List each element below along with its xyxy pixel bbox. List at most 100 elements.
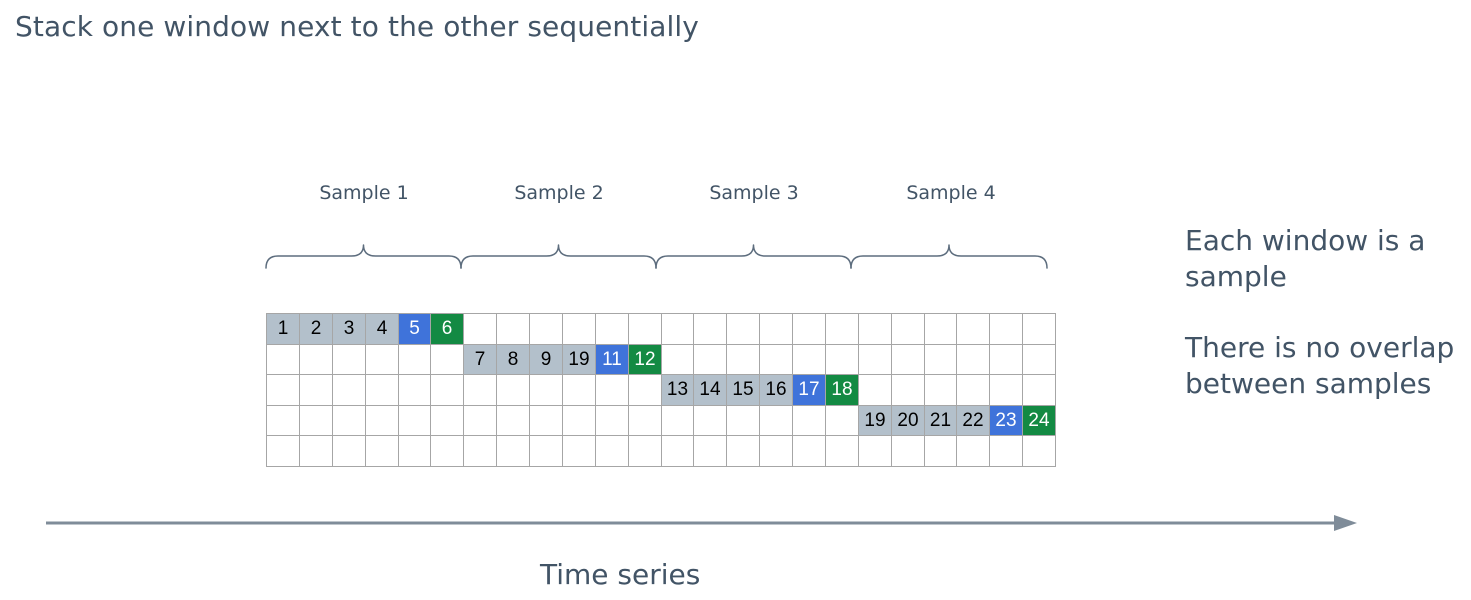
window-cell-target: 6 bbox=[430, 313, 464, 345]
empty-grid-cell bbox=[628, 405, 662, 436]
sample-label-4: Sample 4 bbox=[906, 182, 996, 204]
empty-grid-cell bbox=[661, 435, 694, 467]
empty-grid-cell bbox=[792, 435, 826, 467]
sample-brace-3 bbox=[655, 244, 852, 269]
window-cell-input: 22 bbox=[956, 405, 990, 436]
empty-grid-cell bbox=[825, 435, 859, 467]
window-cell-input: 3 bbox=[332, 313, 366, 345]
empty-grid-cell bbox=[891, 374, 925, 406]
empty-grid-cell bbox=[365, 344, 399, 375]
window-cell-input: 20 bbox=[891, 405, 925, 436]
empty-grid-cell bbox=[858, 313, 892, 345]
window-cell-input: 4 bbox=[365, 313, 399, 345]
empty-grid-cell bbox=[891, 313, 925, 345]
empty-grid-cell bbox=[956, 374, 990, 406]
empty-grid-cell bbox=[529, 435, 563, 467]
empty-grid-cell bbox=[430, 374, 464, 406]
time-series-label: Time series bbox=[540, 558, 701, 591]
empty-grid-cell bbox=[825, 313, 859, 345]
sample-label-2: Sample 2 bbox=[514, 182, 604, 204]
window-cell-input: 8 bbox=[496, 344, 530, 375]
empty-grid-cell bbox=[661, 405, 694, 436]
empty-grid-cell bbox=[956, 313, 990, 345]
empty-grid-cell bbox=[595, 405, 629, 436]
note-no-overlap: There is no overlap between samples bbox=[1185, 331, 1455, 400]
empty-grid-cell bbox=[266, 435, 300, 467]
window-cell-pred: 17 bbox=[792, 374, 826, 406]
empty-grid-cell bbox=[562, 405, 596, 436]
empty-grid-cell bbox=[595, 313, 629, 345]
empty-grid-cell bbox=[1022, 374, 1056, 406]
empty-grid-cell bbox=[858, 344, 892, 375]
empty-grid-cell bbox=[299, 405, 333, 436]
empty-grid-cell bbox=[726, 435, 760, 467]
empty-grid-cell bbox=[562, 435, 596, 467]
window-cell-input: 1 bbox=[266, 313, 300, 345]
empty-grid-cell bbox=[463, 405, 497, 436]
empty-grid-cell bbox=[726, 344, 760, 375]
empty-grid-cell bbox=[989, 374, 1023, 406]
window-cell-target: 24 bbox=[1022, 405, 1056, 436]
empty-grid-cell bbox=[956, 344, 990, 375]
empty-grid-cell bbox=[332, 405, 366, 436]
time-arrow-head bbox=[1334, 515, 1357, 531]
empty-grid-cell bbox=[792, 405, 826, 436]
window-cell-pred: 11 bbox=[595, 344, 629, 375]
window-cell-input: 15 bbox=[726, 374, 760, 406]
empty-grid-cell bbox=[529, 405, 563, 436]
window-cell-pred: 5 bbox=[398, 313, 431, 345]
empty-grid-cell bbox=[398, 374, 431, 406]
window-cell-input: 13 bbox=[661, 374, 694, 406]
empty-grid-cell bbox=[299, 344, 333, 375]
window-cell-target: 18 bbox=[825, 374, 859, 406]
window-cell-input: 19 bbox=[562, 344, 596, 375]
empty-grid-cell bbox=[924, 435, 957, 467]
empty-grid-cell bbox=[365, 405, 399, 436]
empty-grid-cell bbox=[759, 435, 793, 467]
empty-grid-cell bbox=[266, 374, 300, 406]
empty-grid-cell bbox=[628, 313, 662, 345]
window-cell-pred: 23 bbox=[989, 405, 1023, 436]
empty-grid-cell bbox=[792, 313, 826, 345]
empty-grid-cell bbox=[266, 344, 300, 375]
empty-grid-cell bbox=[332, 344, 366, 375]
empty-grid-cell bbox=[726, 405, 760, 436]
empty-grid-cell bbox=[628, 374, 662, 406]
sample-label-1: Sample 1 bbox=[319, 182, 409, 204]
empty-grid-cell bbox=[1022, 313, 1056, 345]
empty-grid-cell bbox=[398, 435, 431, 467]
empty-grid-cell bbox=[562, 313, 596, 345]
empty-grid-cell bbox=[430, 435, 464, 467]
empty-grid-cell bbox=[989, 313, 1023, 345]
empty-grid-cell bbox=[266, 405, 300, 436]
empty-grid-cell bbox=[529, 374, 563, 406]
empty-grid-cell bbox=[1022, 344, 1056, 375]
empty-grid-cell bbox=[529, 313, 563, 345]
empty-grid-cell bbox=[956, 435, 990, 467]
note-each-window: Each window is a sample bbox=[1185, 224, 1426, 293]
empty-grid-cell bbox=[299, 435, 333, 467]
empty-grid-cell bbox=[365, 374, 399, 406]
empty-grid-cell bbox=[759, 344, 793, 375]
empty-grid-cell bbox=[924, 344, 957, 375]
empty-grid-cell bbox=[496, 313, 530, 345]
empty-grid-cell bbox=[496, 374, 530, 406]
empty-grid-cell bbox=[759, 405, 793, 436]
empty-grid-cell bbox=[628, 435, 662, 467]
window-cell-input: 21 bbox=[924, 405, 957, 436]
window-cell-input: 19 bbox=[858, 405, 892, 436]
empty-grid-cell bbox=[398, 344, 431, 375]
window-cell-input: 2 bbox=[299, 313, 333, 345]
empty-grid-cell bbox=[891, 435, 925, 467]
empty-grid-cell bbox=[463, 374, 497, 406]
empty-grid-cell bbox=[858, 435, 892, 467]
sample-brace-4 bbox=[850, 244, 1048, 269]
empty-grid-cell bbox=[562, 374, 596, 406]
sample-brace-1 bbox=[265, 244, 462, 269]
empty-grid-cell bbox=[595, 374, 629, 406]
empty-grid-cell bbox=[825, 344, 859, 375]
empty-grid-cell bbox=[463, 435, 497, 467]
empty-grid-cell bbox=[1022, 435, 1056, 467]
empty-grid-cell bbox=[989, 435, 1023, 467]
